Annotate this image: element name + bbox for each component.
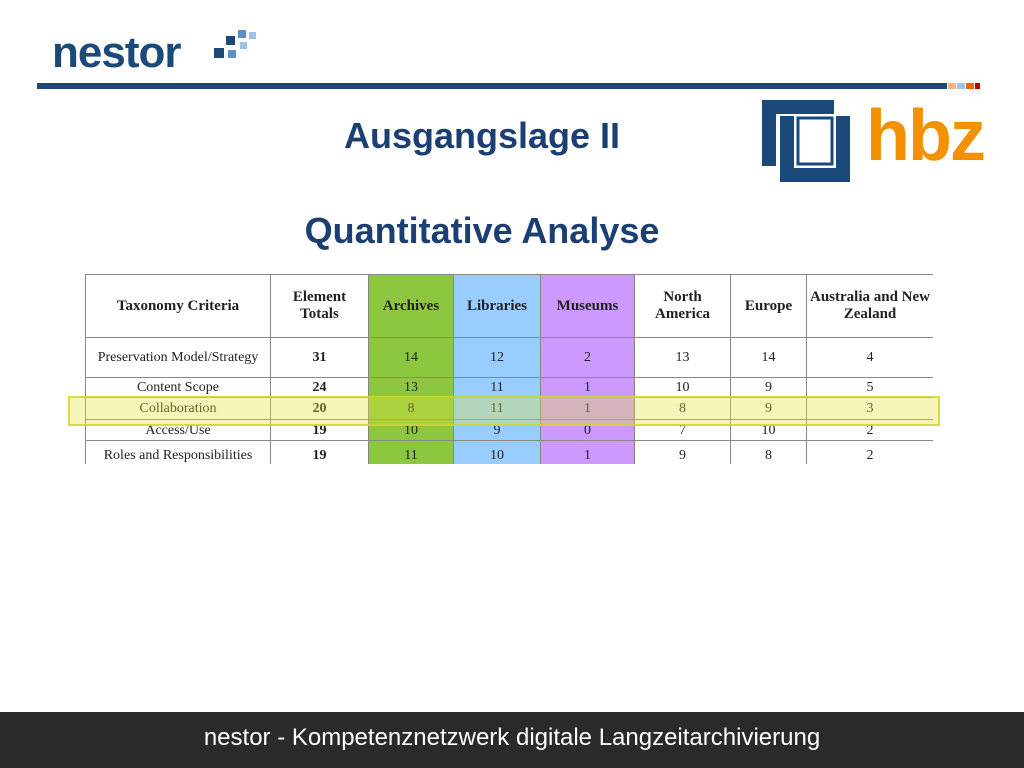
column-header: Libraries <box>453 274 541 338</box>
cell: 14 <box>368 337 454 378</box>
column-header: Taxonomy Criteria <box>85 274 271 338</box>
subtitle: Quantitative Analyse <box>304 210 660 251</box>
cell: 2 <box>540 337 635 378</box>
row-label: Roles and Responsibilities <box>85 440 271 464</box>
row-highlight <box>68 396 940 426</box>
accent <box>966 83 974 89</box>
cell: 13 <box>634 337 731 378</box>
cell: 9 <box>730 377 807 398</box>
column-header: North America <box>634 274 731 338</box>
table-row: Content Scope 24 13 11 1 10 9 5 <box>85 377 933 398</box>
header-rule <box>37 83 947 89</box>
hbz-icon <box>762 100 850 182</box>
row-label: Preservation Model/Strategy <box>85 337 271 378</box>
column-header: Europe <box>730 274 807 338</box>
header-row: Taxonomy Criteria Element Totals Archives L… <box>85 274 933 338</box>
cell: 5 <box>806 377 933 398</box>
table: Taxonomy Criteria Element Totals Archives L… <box>85 274 933 464</box>
cell: 10 <box>453 440 541 464</box>
title: Ausgangslage II <box>343 115 621 156</box>
cell: 8 <box>730 440 807 464</box>
accent <box>957 83 965 89</box>
accent <box>975 83 980 89</box>
cell: 14 <box>730 337 807 378</box>
cell: 13 <box>368 377 454 398</box>
cell: 19 <box>270 440 369 464</box>
row-label: Content Scope <box>85 377 271 398</box>
cell: 11 <box>453 377 541 398</box>
nestor-logo: nestor <box>52 28 181 78</box>
cell: 31 <box>270 337 369 378</box>
column-header: Museums <box>540 274 635 338</box>
cell: 12 <box>453 337 541 378</box>
cell: 24 <box>270 377 369 398</box>
cell: 1 <box>540 397 635 420</box>
hbz-logo: hbz <box>866 96 986 176</box>
cell: 8 <box>368 397 454 420</box>
accent <box>948 83 956 89</box>
cell: 10 <box>634 377 731 398</box>
column-header: Archives <box>368 274 454 338</box>
cell: 1 <box>540 440 635 464</box>
table-row: Roles and Responsibilities 19 11 10 1 9 8 2 <box>85 440 933 464</box>
column-header: Australia and New Zealand <box>806 274 933 338</box>
logo-text: nestor <box>52 28 181 77</box>
cell: 2 <box>806 440 933 464</box>
footer: nestor - Kompetenznetzwerk digitale Lang… <box>0 712 1024 768</box>
column-header: Element Totals <box>270 274 369 338</box>
table-image: Taxonomy Criteria Element Totals Archives L… <box>85 274 933 464</box>
cell: 11 <box>368 440 454 464</box>
cell: 9 <box>634 440 731 464</box>
logo-squares <box>214 30 256 58</box>
table-row: Preservation Model/Strategy 31 14 12 2 13 14 4 <box>85 337 933 378</box>
cell: 1 <box>540 377 635 398</box>
cell: 4 <box>806 337 933 378</box>
